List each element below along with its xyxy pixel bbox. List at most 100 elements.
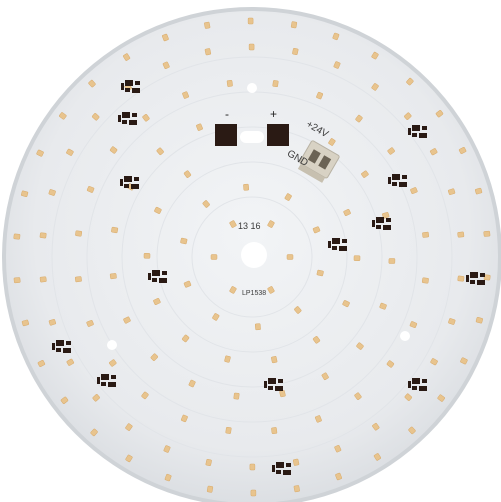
- led: [430, 358, 438, 366]
- led: [388, 258, 396, 264]
- led: [48, 319, 57, 326]
- driver-cluster: [97, 374, 116, 387]
- led: [233, 392, 240, 400]
- led: [181, 334, 190, 343]
- right-mounting-hole: [400, 331, 410, 341]
- led: [386, 360, 395, 368]
- led: [334, 445, 342, 453]
- led: [21, 190, 29, 198]
- led: [150, 353, 159, 361]
- led: [206, 485, 214, 493]
- led: [13, 277, 21, 284]
- led: [109, 359, 117, 367]
- led: [125, 454, 133, 463]
- led: [204, 21, 211, 29]
- center-silk-label: 13 16: [238, 221, 261, 231]
- led: [429, 148, 438, 156]
- led: [267, 286, 275, 294]
- led: [328, 138, 336, 146]
- led: [371, 51, 379, 60]
- led: [224, 355, 231, 363]
- led: [460, 357, 468, 365]
- led: [163, 445, 171, 453]
- led: [373, 453, 381, 461]
- led: [406, 77, 414, 86]
- led: [254, 323, 261, 331]
- led: [182, 91, 189, 99]
- led: [48, 189, 56, 196]
- led: [335, 472, 342, 481]
- led: [226, 79, 233, 87]
- led: [86, 320, 94, 327]
- led: [312, 336, 321, 344]
- led: [164, 473, 172, 482]
- led: [354, 392, 362, 400]
- led: [342, 300, 350, 308]
- led: [421, 277, 429, 284]
- led: [458, 147, 467, 154]
- led: [142, 114, 150, 122]
- led: [248, 43, 255, 51]
- driver-cluster: [148, 270, 167, 283]
- driver-cluster: [408, 378, 427, 391]
- led: [279, 390, 286, 398]
- led: [141, 391, 149, 400]
- led: [39, 232, 47, 239]
- led: [356, 342, 364, 350]
- led: [90, 428, 98, 437]
- led: [154, 206, 162, 214]
- led: [156, 147, 164, 156]
- led: [202, 200, 210, 208]
- led: [250, 489, 257, 497]
- led: [422, 231, 430, 238]
- led: [271, 427, 278, 435]
- pad-plus: [267, 124, 289, 146]
- led: [74, 276, 82, 283]
- led: [183, 280, 192, 288]
- led: [379, 302, 387, 310]
- led: [88, 79, 96, 88]
- driver-cluster: [121, 80, 140, 93]
- trace-rings: [51, 56, 453, 458]
- led: [355, 114, 363, 123]
- led: [409, 321, 418, 329]
- driver-cluster: [372, 217, 391, 230]
- led: [404, 393, 413, 401]
- led: [143, 253, 151, 259]
- led: [475, 187, 483, 195]
- led: [271, 356, 278, 364]
- led: [111, 226, 119, 234]
- led: [315, 415, 322, 423]
- wire-slot: [240, 131, 264, 143]
- led: [13, 233, 21, 240]
- led: [37, 360, 46, 367]
- led: [294, 306, 302, 314]
- led: [483, 230, 491, 237]
- led: [39, 276, 47, 283]
- led: [162, 61, 170, 69]
- driver-components: [52, 80, 485, 475]
- driver-cluster: [272, 462, 291, 475]
- led: [267, 220, 275, 228]
- pad-plus-label: +: [270, 107, 278, 121]
- driver-cluster: [120, 176, 139, 189]
- led: [123, 316, 131, 324]
- led: [312, 226, 321, 234]
- led: [60, 396, 69, 404]
- led: [180, 414, 188, 423]
- led: [292, 458, 300, 466]
- led: [59, 112, 67, 120]
- led: [333, 61, 341, 69]
- led: [109, 273, 117, 280]
- led: [286, 254, 294, 260]
- led: [205, 458, 212, 467]
- driver-cluster: [264, 378, 283, 391]
- led: [86, 185, 95, 193]
- led: [229, 286, 237, 294]
- driver-cluster: [328, 238, 347, 251]
- led: [457, 275, 465, 282]
- led: [316, 269, 324, 277]
- led: [293, 485, 300, 493]
- led: [457, 231, 465, 238]
